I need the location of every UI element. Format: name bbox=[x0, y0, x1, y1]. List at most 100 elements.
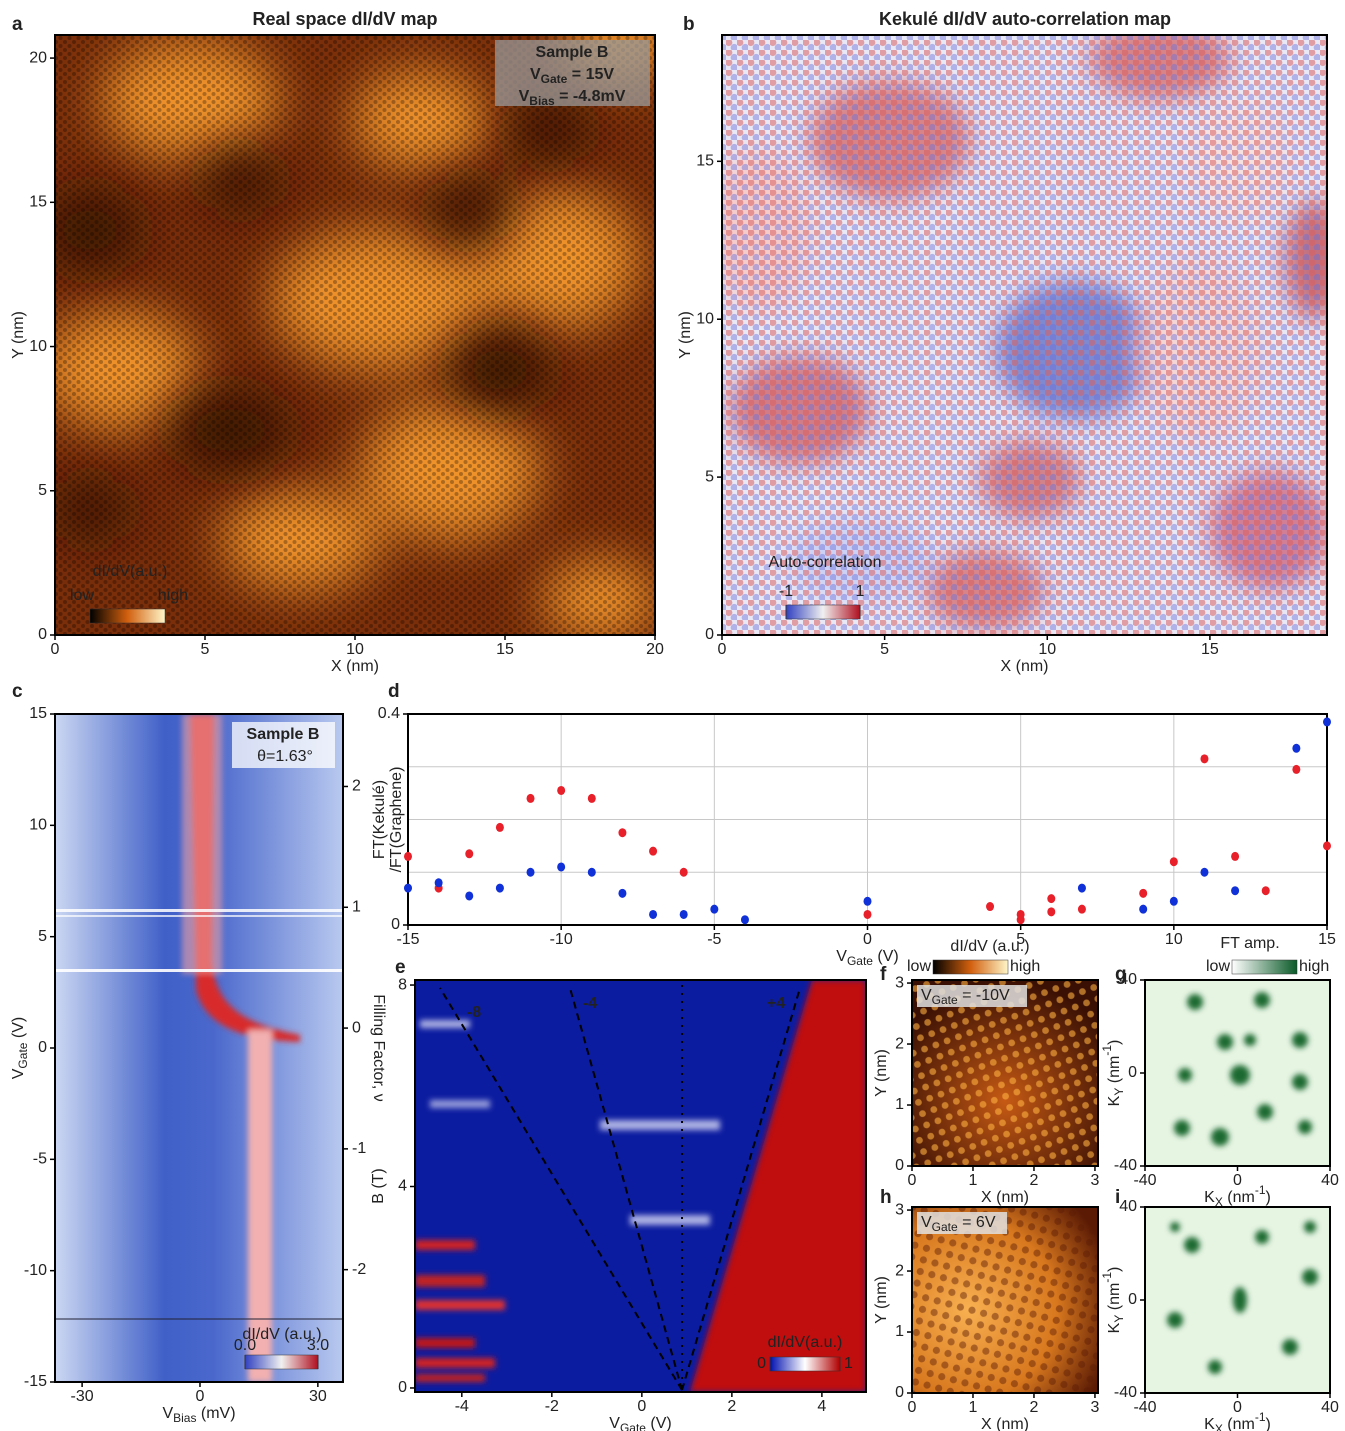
text-part: -1 bbox=[1100, 1045, 1114, 1056]
text-part: -1 bbox=[1255, 1183, 1266, 1197]
image-c bbox=[55, 714, 343, 1382]
y-tick-label: 40 bbox=[1119, 1198, 1137, 1215]
y-axis-label: Y (nm) bbox=[873, 1276, 890, 1324]
scatter-point bbox=[496, 823, 504, 832]
y2-tick-label: 2 bbox=[352, 778, 361, 795]
x-tick-label: -30 bbox=[71, 1388, 94, 1405]
y-axis-label: FT(Kekulé) bbox=[371, 780, 388, 859]
text-part: X bbox=[1215, 1422, 1223, 1431]
y-axis-label: Y (nm) bbox=[677, 311, 694, 359]
y-tick-label: -10 bbox=[24, 1262, 47, 1279]
text-part: (V) bbox=[646, 1415, 672, 1431]
x-tick-label: 10 bbox=[1038, 641, 1056, 658]
x-axis-label: X (nm) bbox=[981, 1189, 1029, 1206]
y-tick-label: 3 bbox=[895, 974, 904, 991]
scatter-point bbox=[1139, 905, 1147, 914]
scatter-point bbox=[986, 902, 994, 911]
y-tick-label: 0 bbox=[38, 1039, 47, 1056]
scatter-point bbox=[1047, 894, 1055, 903]
text-part: = 6V bbox=[958, 1214, 996, 1231]
x-tick-label: 1 bbox=[969, 1399, 978, 1416]
text-part: V bbox=[10, 1068, 27, 1079]
x-tick-label: -2 bbox=[545, 1398, 559, 1415]
scatter-point bbox=[649, 847, 657, 856]
y-tick-label: 0 bbox=[895, 1157, 904, 1174]
x-axis-label: X (nm) bbox=[1001, 658, 1049, 675]
x-axis-label: VGate (V) bbox=[609, 1415, 671, 1431]
scatter-point bbox=[465, 891, 473, 900]
x-axis-label: X (nm) bbox=[981, 1416, 1029, 1431]
y-tick-label: 15 bbox=[29, 194, 47, 211]
image-e bbox=[415, 980, 866, 1392]
scatter-point bbox=[618, 828, 626, 837]
y-tick-label: 0 bbox=[705, 626, 714, 643]
text-part: Gate bbox=[932, 1220, 958, 1234]
scatter-point bbox=[649, 910, 657, 919]
image-b bbox=[710, 20, 1345, 635]
scatter-point bbox=[864, 910, 872, 919]
text-part: Gate bbox=[847, 954, 873, 968]
y-tick-label: 0 bbox=[398, 1379, 407, 1396]
x-tick-label: 15 bbox=[1201, 641, 1219, 658]
y-tick-label: 4 bbox=[398, 1178, 407, 1195]
x-tick-label: 40 bbox=[1321, 1172, 1339, 1189]
y-tick-label: 0 bbox=[38, 626, 47, 643]
text-part: (V) bbox=[10, 1017, 27, 1043]
y-tick-label: 5 bbox=[38, 482, 47, 499]
x-tick-label: -10 bbox=[550, 931, 573, 948]
x-tick-label: 2 bbox=[1030, 1172, 1039, 1189]
x-tick-label: 2 bbox=[1030, 1399, 1039, 1416]
y-tick-label: 10 bbox=[29, 817, 47, 834]
text-part: ) bbox=[1266, 1416, 1271, 1431]
colorbar-title: Auto-correlation bbox=[769, 554, 882, 571]
colorbar bbox=[786, 605, 860, 619]
text-part: = 15V bbox=[567, 66, 614, 83]
panel-letter: e bbox=[395, 957, 406, 978]
y-tick-label: 20 bbox=[29, 49, 47, 66]
y2-tick-label: -1 bbox=[352, 1140, 366, 1157]
text-part: Bias bbox=[529, 94, 555, 108]
text-part: V bbox=[836, 948, 847, 965]
annotation: Sample B bbox=[536, 44, 609, 61]
colorbar-tick-label: 0 bbox=[757, 1355, 766, 1372]
x-tick-label: 0 bbox=[1233, 1172, 1242, 1189]
panel-title: Kekulé dI/dV auto-correlation map bbox=[879, 9, 1171, 29]
annotation: +4 bbox=[767, 995, 785, 1012]
y-tick-label: 15 bbox=[696, 153, 714, 170]
colorbar bbox=[90, 609, 165, 623]
x-axis-label: VBias (mV) bbox=[162, 1405, 235, 1425]
x-tick-label: -40 bbox=[1133, 1399, 1156, 1416]
y-axis-label: VGate (V) bbox=[10, 1017, 30, 1079]
image-i bbox=[1145, 1207, 1330, 1393]
x-tick-label: 1 bbox=[969, 1172, 978, 1189]
scatter-point bbox=[1170, 857, 1178, 866]
annotation: -4 bbox=[583, 995, 597, 1012]
text-part: Gate bbox=[932, 993, 958, 1007]
text-part: K bbox=[1204, 1189, 1215, 1206]
y-axis-label: B (T) bbox=[370, 1168, 387, 1204]
scatter-point bbox=[741, 915, 749, 924]
text-part: ) bbox=[1106, 1267, 1123, 1272]
x-tick-label: 0 bbox=[51, 641, 60, 658]
scatter-point bbox=[465, 849, 473, 858]
x-tick-label: 0 bbox=[908, 1172, 917, 1189]
text-part: = -10V bbox=[958, 987, 1010, 1004]
scatter-point bbox=[557, 862, 565, 871]
colorbar bbox=[770, 1357, 840, 1371]
scatter-point bbox=[1262, 886, 1270, 895]
colorbar-label: low bbox=[1206, 958, 1230, 975]
colorbar bbox=[245, 1355, 318, 1369]
colorbar-tick-label: 3.0 bbox=[307, 1337, 329, 1354]
panel-letter: h bbox=[880, 1187, 892, 1208]
x-tick-label: 30 bbox=[309, 1388, 327, 1405]
text-part: Gate bbox=[16, 1042, 30, 1068]
x-tick-label: 10 bbox=[1165, 931, 1183, 948]
x-tick-label: 0 bbox=[637, 1398, 646, 1415]
scatter-point bbox=[1323, 841, 1331, 850]
colorbar bbox=[1232, 960, 1297, 974]
y2-axis-label: Filling Factor, ν bbox=[370, 994, 387, 1102]
image-f bbox=[912, 980, 1098, 1166]
text-part: (nm bbox=[1223, 1189, 1255, 1206]
y2-tick-label: 0 bbox=[352, 1019, 361, 1036]
x-tick-label: 2 bbox=[727, 1398, 736, 1415]
